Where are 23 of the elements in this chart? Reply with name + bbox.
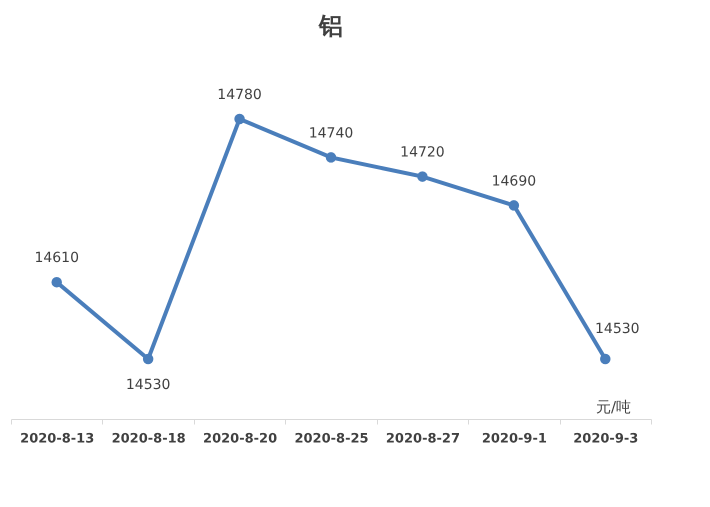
x-tick-label: 2020-9-1	[482, 432, 547, 446]
data-label: 14530	[126, 377, 170, 393]
x-tick-label: 2020-8-25	[294, 432, 369, 446]
x-tick-label: 2020-9-3	[573, 432, 638, 446]
x-tick-label: 2020-8-20	[203, 432, 278, 446]
data-label: 14690	[492, 173, 536, 190]
data-label: 14780	[217, 87, 262, 103]
point	[600, 354, 611, 364]
point	[51, 276, 62, 288]
data-label: 14740	[308, 125, 354, 142]
point	[142, 354, 154, 364]
chart-title: 铝	[318, 12, 343, 40]
data-label: 14720	[400, 144, 445, 161]
point	[326, 152, 336, 163]
point	[508, 200, 520, 211]
data-label: 14610	[34, 250, 79, 266]
text: 元/吨	[596, 398, 631, 416]
point	[417, 171, 428, 182]
point	[234, 114, 245, 124]
x-tick-label: 2020-8-27	[386, 432, 460, 446]
data-label: 14530	[595, 321, 640, 337]
x-tick-label: 2020-8-18	[112, 432, 186, 446]
x-tick-label: 2020-8-13	[20, 432, 94, 446]
